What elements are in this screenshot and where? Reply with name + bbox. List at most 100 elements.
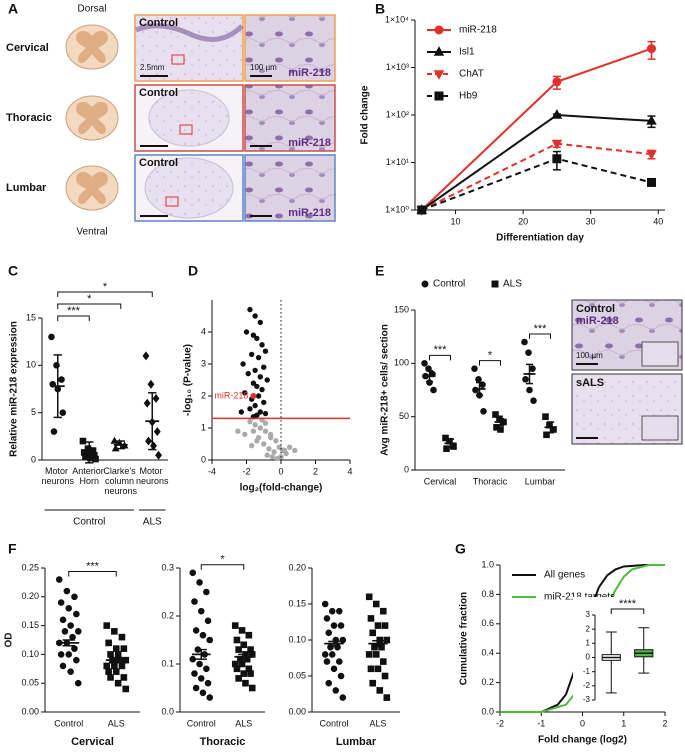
- marker: [292, 447, 298, 454]
- significance-label: *: [220, 554, 225, 566]
- marker: [646, 177, 656, 187]
- y-axis-label: Fold change: [360, 85, 371, 144]
- row-label: Thoracic: [6, 112, 52, 124]
- marker: [242, 679, 249, 687]
- y-tick-label: 1: [201, 422, 206, 432]
- row-label: Lumbar: [6, 182, 47, 194]
- significance-label: *: [87, 293, 92, 305]
- marker: [147, 379, 155, 389]
- y-tick-label: 0.20: [21, 591, 39, 601]
- marker: [240, 361, 246, 367]
- significance-label: ***: [434, 344, 448, 356]
- x-tick-label: -1: [537, 718, 545, 728]
- marker: [74, 679, 82, 687]
- marker: [369, 679, 377, 687]
- y-tick-label: 0.05: [21, 678, 39, 688]
- marker: [122, 685, 130, 693]
- panel-label: B: [375, 1, 385, 17]
- marker: [475, 376, 482, 383]
- legend-label: Isl1: [459, 47, 475, 58]
- x-tick-label: 0: [580, 718, 585, 728]
- x-tick-label: ALS: [235, 718, 252, 728]
- y-tick-label: 0.4: [481, 648, 494, 658]
- y-tick-label: 0: [31, 454, 36, 464]
- marker: [286, 444, 293, 450]
- tissue: [144, 157, 234, 219]
- marker: [111, 628, 118, 635]
- marker: [261, 364, 267, 370]
- scale-label: 2.5mm: [140, 63, 165, 72]
- x-tick-label: 4: [347, 466, 352, 476]
- marker: [262, 348, 269, 354]
- y-tick-label: 1×10³: [386, 62, 409, 72]
- significance-bracket: [479, 360, 501, 366]
- roi-box: [179, 124, 193, 135]
- image-label: sALS: [576, 377, 604, 389]
- marker: [383, 694, 391, 701]
- marker: [61, 628, 69, 635]
- marker: [107, 651, 114, 658]
- marker: [381, 672, 389, 680]
- marker: [261, 441, 267, 447]
- marker: [118, 633, 126, 641]
- marker: [248, 442, 255, 449]
- y-tick-label: 0.2: [481, 677, 494, 687]
- y-tick-label: 0.15: [21, 620, 39, 630]
- marker: [203, 665, 210, 673]
- legend-label: ChAT: [459, 69, 484, 80]
- tissue: [135, 23, 244, 42]
- marker: [74, 628, 82, 635]
- marker: [321, 651, 329, 658]
- marker: [525, 349, 532, 356]
- stain-label: miR-218: [288, 137, 331, 149]
- subplot-title: Cervical: [71, 736, 114, 748]
- marker: [240, 641, 248, 649]
- y-tick-label: 1.0: [481, 559, 494, 569]
- line: [421, 157, 652, 211]
- x-tick-label: Control: [319, 718, 348, 728]
- image-label: Control: [139, 17, 178, 29]
- y-tick-label: 0.05: [288, 670, 306, 680]
- significance-label: ****: [619, 598, 637, 610]
- marker: [330, 622, 338, 629]
- marker: [250, 332, 257, 338]
- marker: [204, 617, 212, 625]
- marker: [259, 342, 265, 348]
- marker: [271, 449, 277, 455]
- marker: [434, 91, 444, 101]
- y-tick-label: 0.1: [161, 658, 174, 668]
- y-tick-label: 2: [201, 390, 206, 400]
- subplot-title: Thoracic: [200, 736, 246, 748]
- y-tick-label: 0.00: [288, 706, 306, 716]
- marker: [381, 622, 389, 629]
- significance-label: ***: [86, 560, 100, 572]
- y-tick-label: -2: [583, 681, 591, 690]
- y-axis-label: Relative miR-218 expression: [9, 321, 20, 457]
- y-tick-label: -1: [583, 667, 591, 676]
- micrographs: Control miR-218 100 µm sALS: [571, 299, 683, 445]
- marker: [273, 438, 279, 444]
- marker: [231, 622, 239, 629]
- marker: [58, 376, 65, 383]
- x-tick-label: -4: [208, 466, 216, 476]
- marker: [257, 409, 263, 415]
- x-tick-label: 2: [313, 466, 318, 476]
- stain-label: miR-218: [288, 207, 331, 219]
- y-tick-label: 0.15: [288, 598, 306, 608]
- significance-label: ***: [534, 323, 548, 335]
- marker: [254, 438, 260, 444]
- significance-bracket: [610, 608, 645, 614]
- x-tick-label: Motor neurons: [136, 466, 169, 486]
- legend-label: ALS: [503, 279, 522, 290]
- marker: [250, 380, 257, 386]
- marker: [59, 409, 67, 416]
- y-tick-label: 0.6: [481, 618, 494, 628]
- marker: [247, 670, 254, 677]
- x-tick-label: 20: [518, 216, 528, 226]
- panel-label: E: [375, 263, 384, 279]
- marker: [471, 365, 478, 372]
- marker: [48, 333, 55, 341]
- marker: [191, 670, 198, 677]
- marker: [262, 410, 269, 417]
